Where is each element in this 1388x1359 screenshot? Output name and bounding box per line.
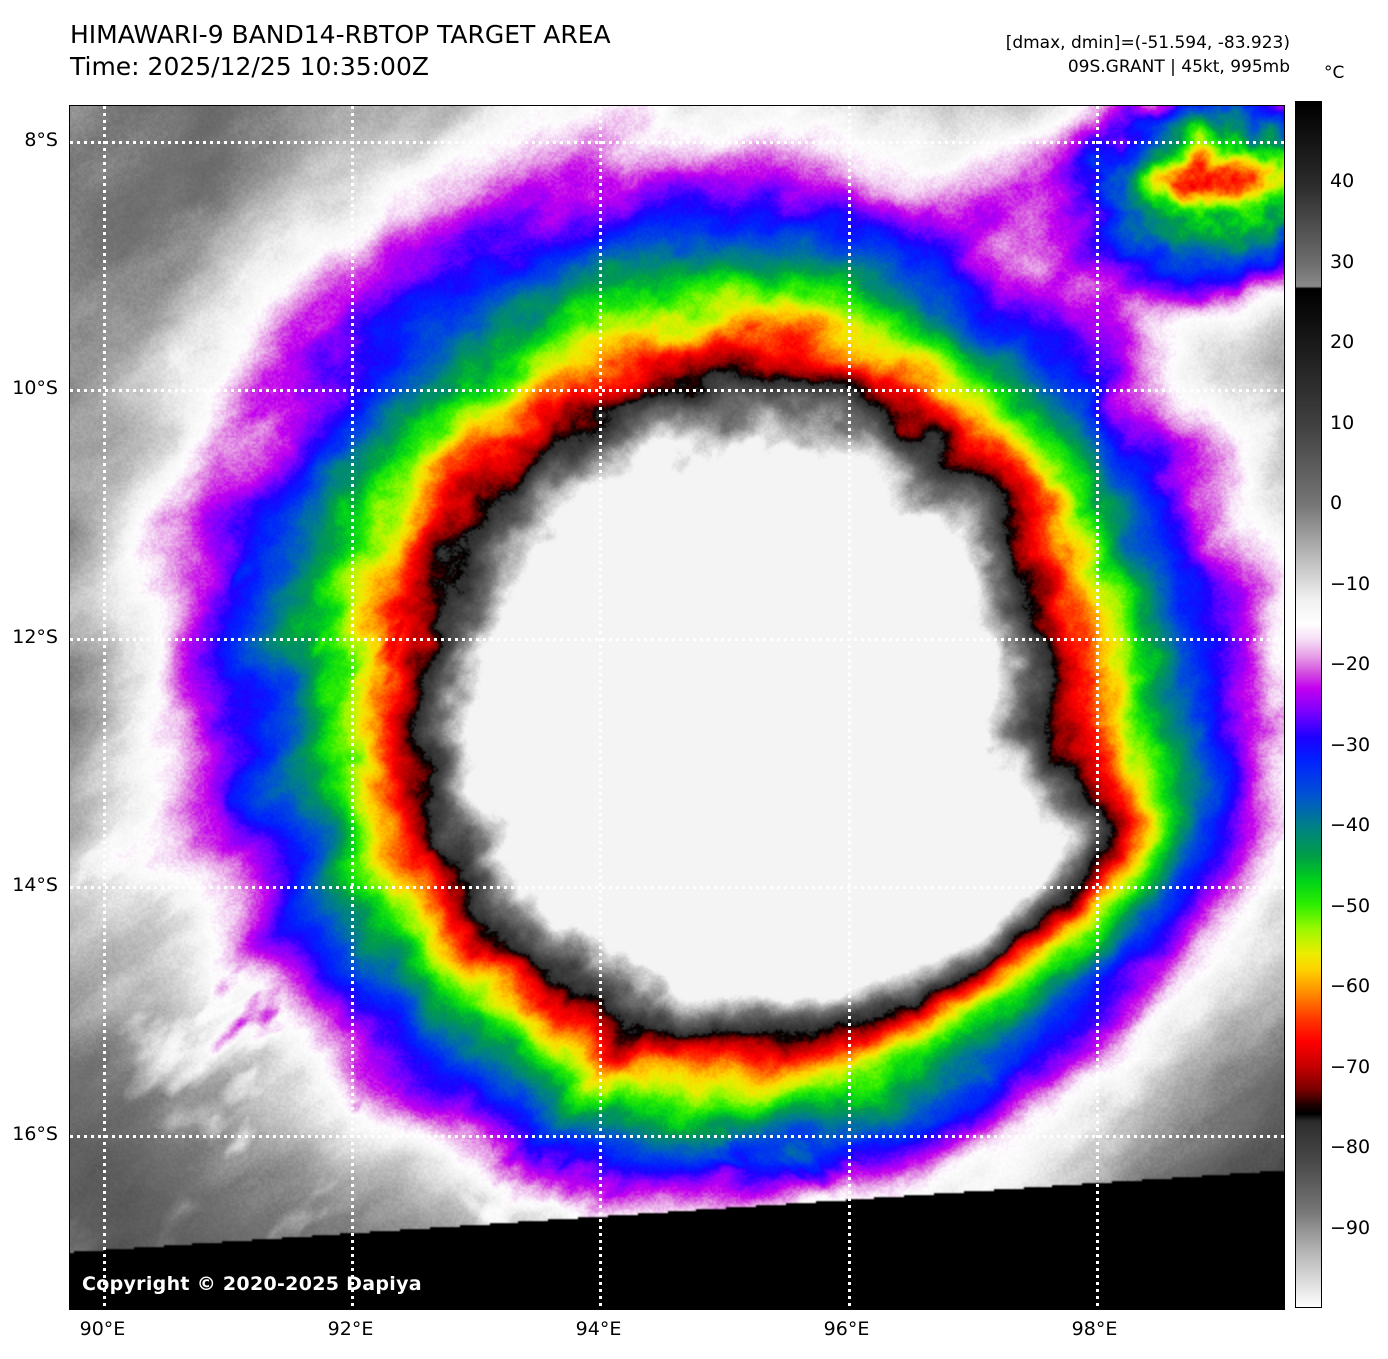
header-right: [dmax, dmin]=(-51.594, -83.923) 09S.GRAN… xyxy=(1006,31,1290,79)
lon-tick-label-1: 92°E xyxy=(327,1318,374,1340)
storm-info-label: 09S.GRANT | 45kt, 995mb xyxy=(1067,57,1290,77)
colorbar-tick-30: 30 xyxy=(1330,250,1355,273)
page-title: HIMAWARI-9 BAND14-RBTOP TARGET AREA xyxy=(70,20,611,49)
colorbar-tick-10: 10 xyxy=(1330,411,1355,434)
lat-tick-label-4: 16°S xyxy=(12,1123,58,1145)
colorbar-tick-minus10: −10 xyxy=(1330,572,1371,595)
colorbar-tick-20: 20 xyxy=(1330,331,1355,354)
colorbar-unit-label: °C xyxy=(1324,63,1345,83)
lon-tick-label-3: 96°E xyxy=(823,1318,870,1340)
lon-tick-label-0: 90°E xyxy=(79,1318,126,1340)
lat-tick-label-0: 8°S xyxy=(24,128,58,151)
colorbar-tick-minus20: −20 xyxy=(1330,653,1371,676)
lon-tick-label-4: 98°E xyxy=(1071,1318,1118,1340)
colorbar-tick-40: 40 xyxy=(1330,170,1355,193)
colorbar-tick-minus90: −90 xyxy=(1330,1216,1371,1239)
lon-tick-label-2: 94°E xyxy=(575,1318,622,1340)
temperature-colorbar xyxy=(1295,101,1322,1308)
colorbar-tick-minus60: −60 xyxy=(1330,975,1371,998)
colorbar-tick-minus70: −70 xyxy=(1330,1055,1371,1078)
colorbar-gradient xyxy=(1296,102,1321,1307)
observation-time: Time: 2025/12/25 10:35:00Z xyxy=(70,52,429,81)
colorbar-tick-minus50: −50 xyxy=(1330,894,1371,917)
infrared-brightness-temperature-raster xyxy=(70,106,1284,1309)
satellite-image-plot: Copyright © 2020-2025 Dapiya xyxy=(69,105,1285,1310)
copyright-notice: Copyright © 2020-2025 Dapiya xyxy=(82,1273,422,1295)
dmax-dmin-label: [dmax, dmin]=(-51.594, -83.923) xyxy=(1005,33,1290,53)
lat-tick-label-1: 10°S xyxy=(12,377,58,400)
header-left: HIMAWARI-9 BAND14-RBTOP TARGET AREA Time… xyxy=(70,19,611,83)
colorbar-tick-minus80: −80 xyxy=(1330,1136,1371,1159)
lat-tick-label-2: 12°S xyxy=(12,625,58,648)
lat-tick-label-3: 14°S xyxy=(12,874,58,897)
colorbar-tick-minus40: −40 xyxy=(1330,814,1371,837)
colorbar-tick-minus30: −30 xyxy=(1330,733,1371,756)
colorbar-tick-0: 0 xyxy=(1330,492,1343,515)
